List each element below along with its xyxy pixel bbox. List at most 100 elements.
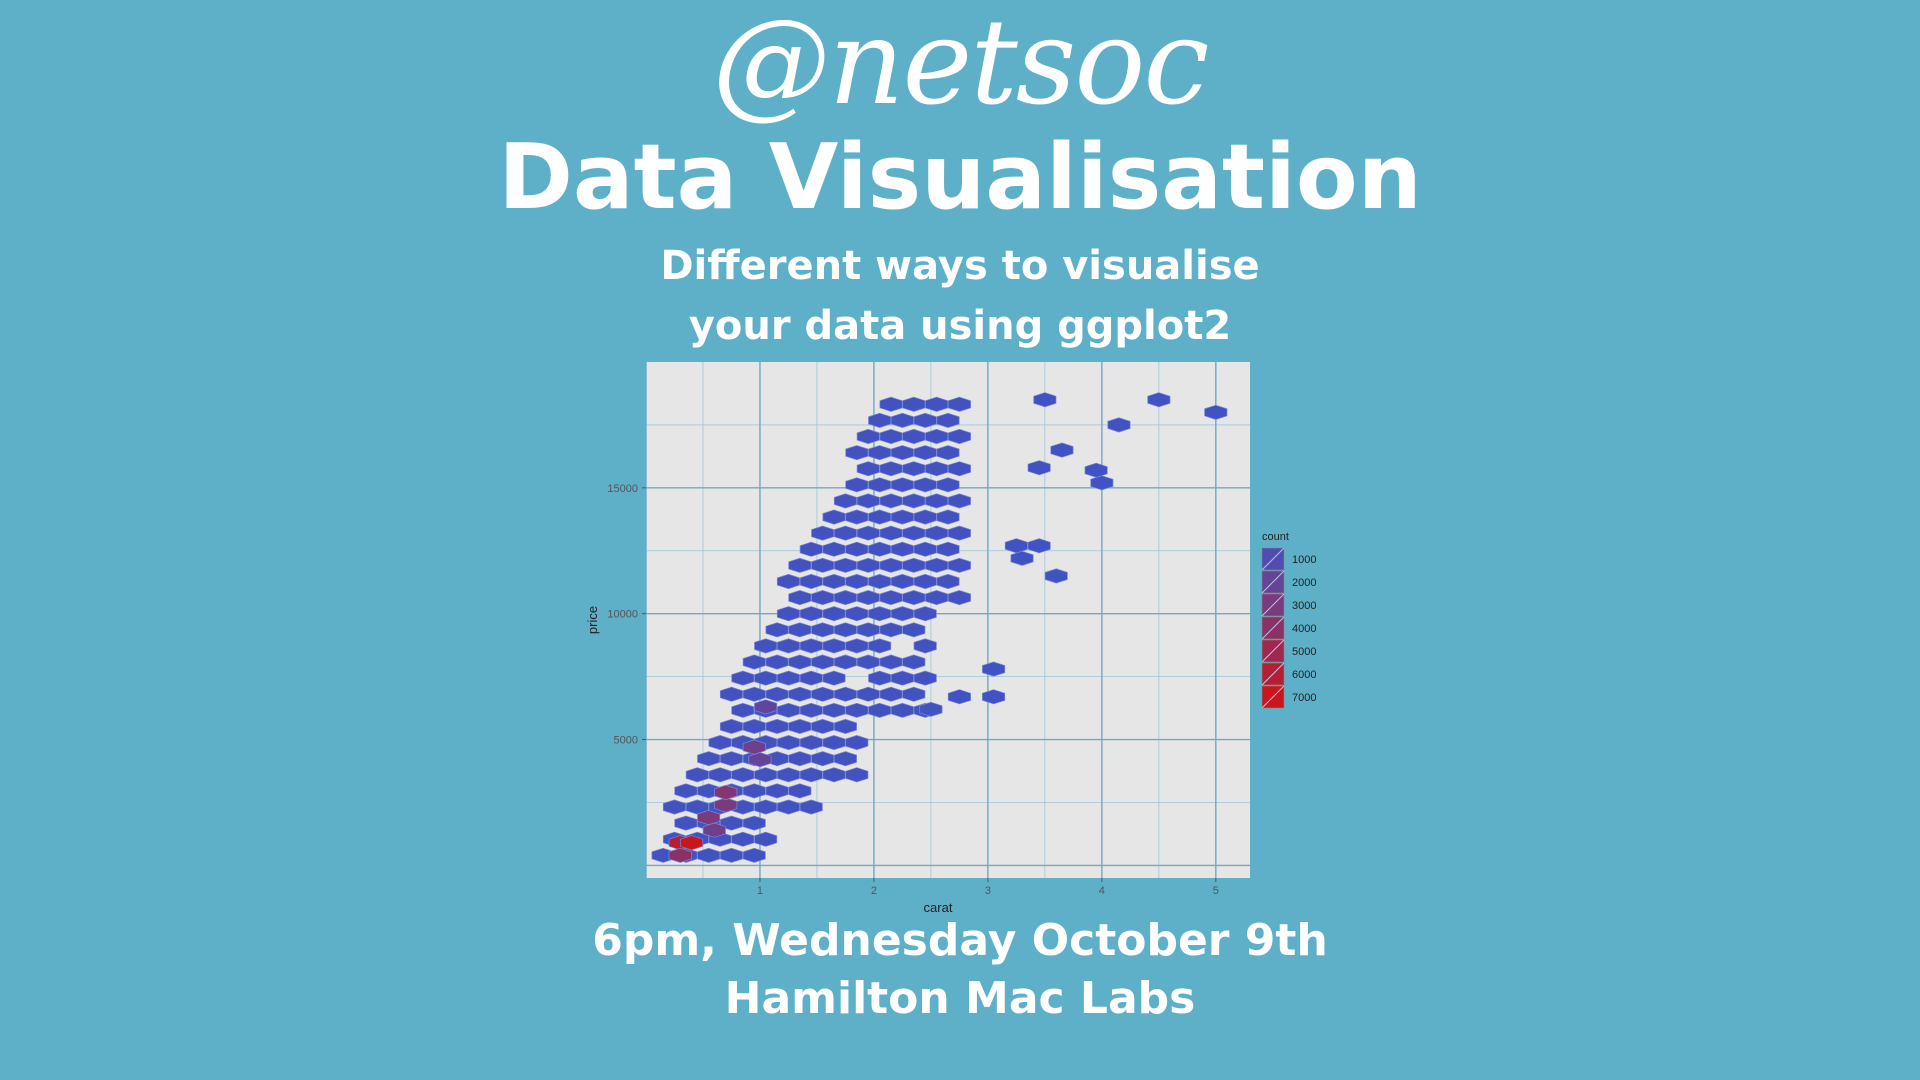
hexbin-chart: 1 2 3 4 5 5000 10000 15000 carat price count 1000 20… [580,352,1340,922]
hexbin [913,445,937,461]
hexbin [822,767,846,783]
hexbin [902,396,926,412]
legend-label: 3000 [1292,600,1316,612]
subtitle-line-2: your data using ggplot2 [688,303,1232,349]
hexbin [947,396,971,412]
hexbin [913,606,937,622]
poster-subtitle: Different ways to visualise your data us… [0,236,1920,356]
legend-label: 7000 [1292,692,1316,704]
hexbin [868,445,892,461]
hexbin [742,847,766,863]
legend-label: 1000 [1292,554,1316,566]
hexbin [879,396,903,412]
hexbin [702,822,726,838]
hexbin [822,702,846,718]
hexbin [856,654,880,670]
hexbin [936,541,960,557]
hexbin [680,835,704,851]
hexbin [799,541,823,557]
hexbin [714,797,738,813]
hexbin [742,654,766,670]
hexbin [925,428,949,445]
hexbin [947,557,971,573]
hexbin [913,670,937,686]
y-tick-label: 10000 [607,609,638,621]
x-tick-label: 5 [1213,885,1219,897]
hexbin [913,573,937,590]
hexbin [754,638,778,654]
hexbin [868,541,892,557]
hexbin [742,739,766,755]
hexbin [925,493,949,509]
hexbin [879,493,903,509]
hexbin [708,735,732,751]
hexbin [811,654,835,670]
hexbin [902,686,926,702]
hexbin [776,606,800,622]
hexbin [982,661,1006,677]
hexbin [776,670,800,686]
hexbin [719,847,743,863]
legend-swatch-diagonal [1261,570,1285,594]
legend-swatch-diagonal [1261,639,1285,663]
hexbin [913,477,937,493]
hexbin [856,493,880,509]
hexbin [799,799,823,815]
hexbin [1033,392,1057,408]
hexbin [868,670,892,686]
hexbin [822,638,846,654]
hexbin [868,638,892,654]
hexbin [833,718,857,734]
hexbin [833,525,857,541]
hexbin [868,573,892,590]
hexbin [674,815,698,831]
y-tick-label: 5000 [614,735,638,747]
hexbin [856,428,880,445]
hexbin [947,461,971,477]
hexbin [822,735,846,751]
hexbin [845,767,869,783]
hexbin [890,445,914,461]
y-axis-label: price [585,606,600,634]
x-axis-label: carat [924,900,953,915]
hexbin [879,654,903,670]
event-details: 6pm, Wednesday October 9th Hamilton Mac … [0,912,1920,1028]
hexbin [902,428,926,445]
hexbin [845,445,869,461]
hexbin [1147,392,1171,408]
hexbin [799,670,823,686]
x-tick-label: 3 [985,885,991,897]
hexbin [868,477,892,493]
legend-label: 2000 [1292,577,1316,589]
hexbin [856,525,880,541]
hexbin [1027,538,1051,554]
hexbin [925,461,949,477]
hexbin [947,428,971,445]
y-tick-label: 15000 [607,483,638,495]
hexbin [868,702,892,718]
hexbin [856,590,880,606]
hexbin [845,477,869,493]
legend-swatch-diagonal [1261,593,1285,617]
hexbin [879,461,903,477]
hexbin [748,752,772,768]
hexbin [754,670,778,686]
hexbin [799,606,823,622]
hexbin [811,622,835,638]
event-location: Hamilton Mac Labs [724,973,1196,1024]
hexbin [754,831,778,847]
hexbin [788,557,812,573]
hexbin [799,638,823,654]
hexbin [697,751,721,767]
hexbin [788,654,812,670]
hexbin [788,783,812,799]
hexbin [902,493,926,509]
hexbin [833,622,857,638]
x-tick-label: 1 [757,885,763,897]
hexbin [845,702,869,718]
hexbin [833,557,857,573]
hexbin [879,622,903,638]
hexbin [947,590,971,606]
hexbin [788,751,812,767]
hexbin [879,590,903,606]
